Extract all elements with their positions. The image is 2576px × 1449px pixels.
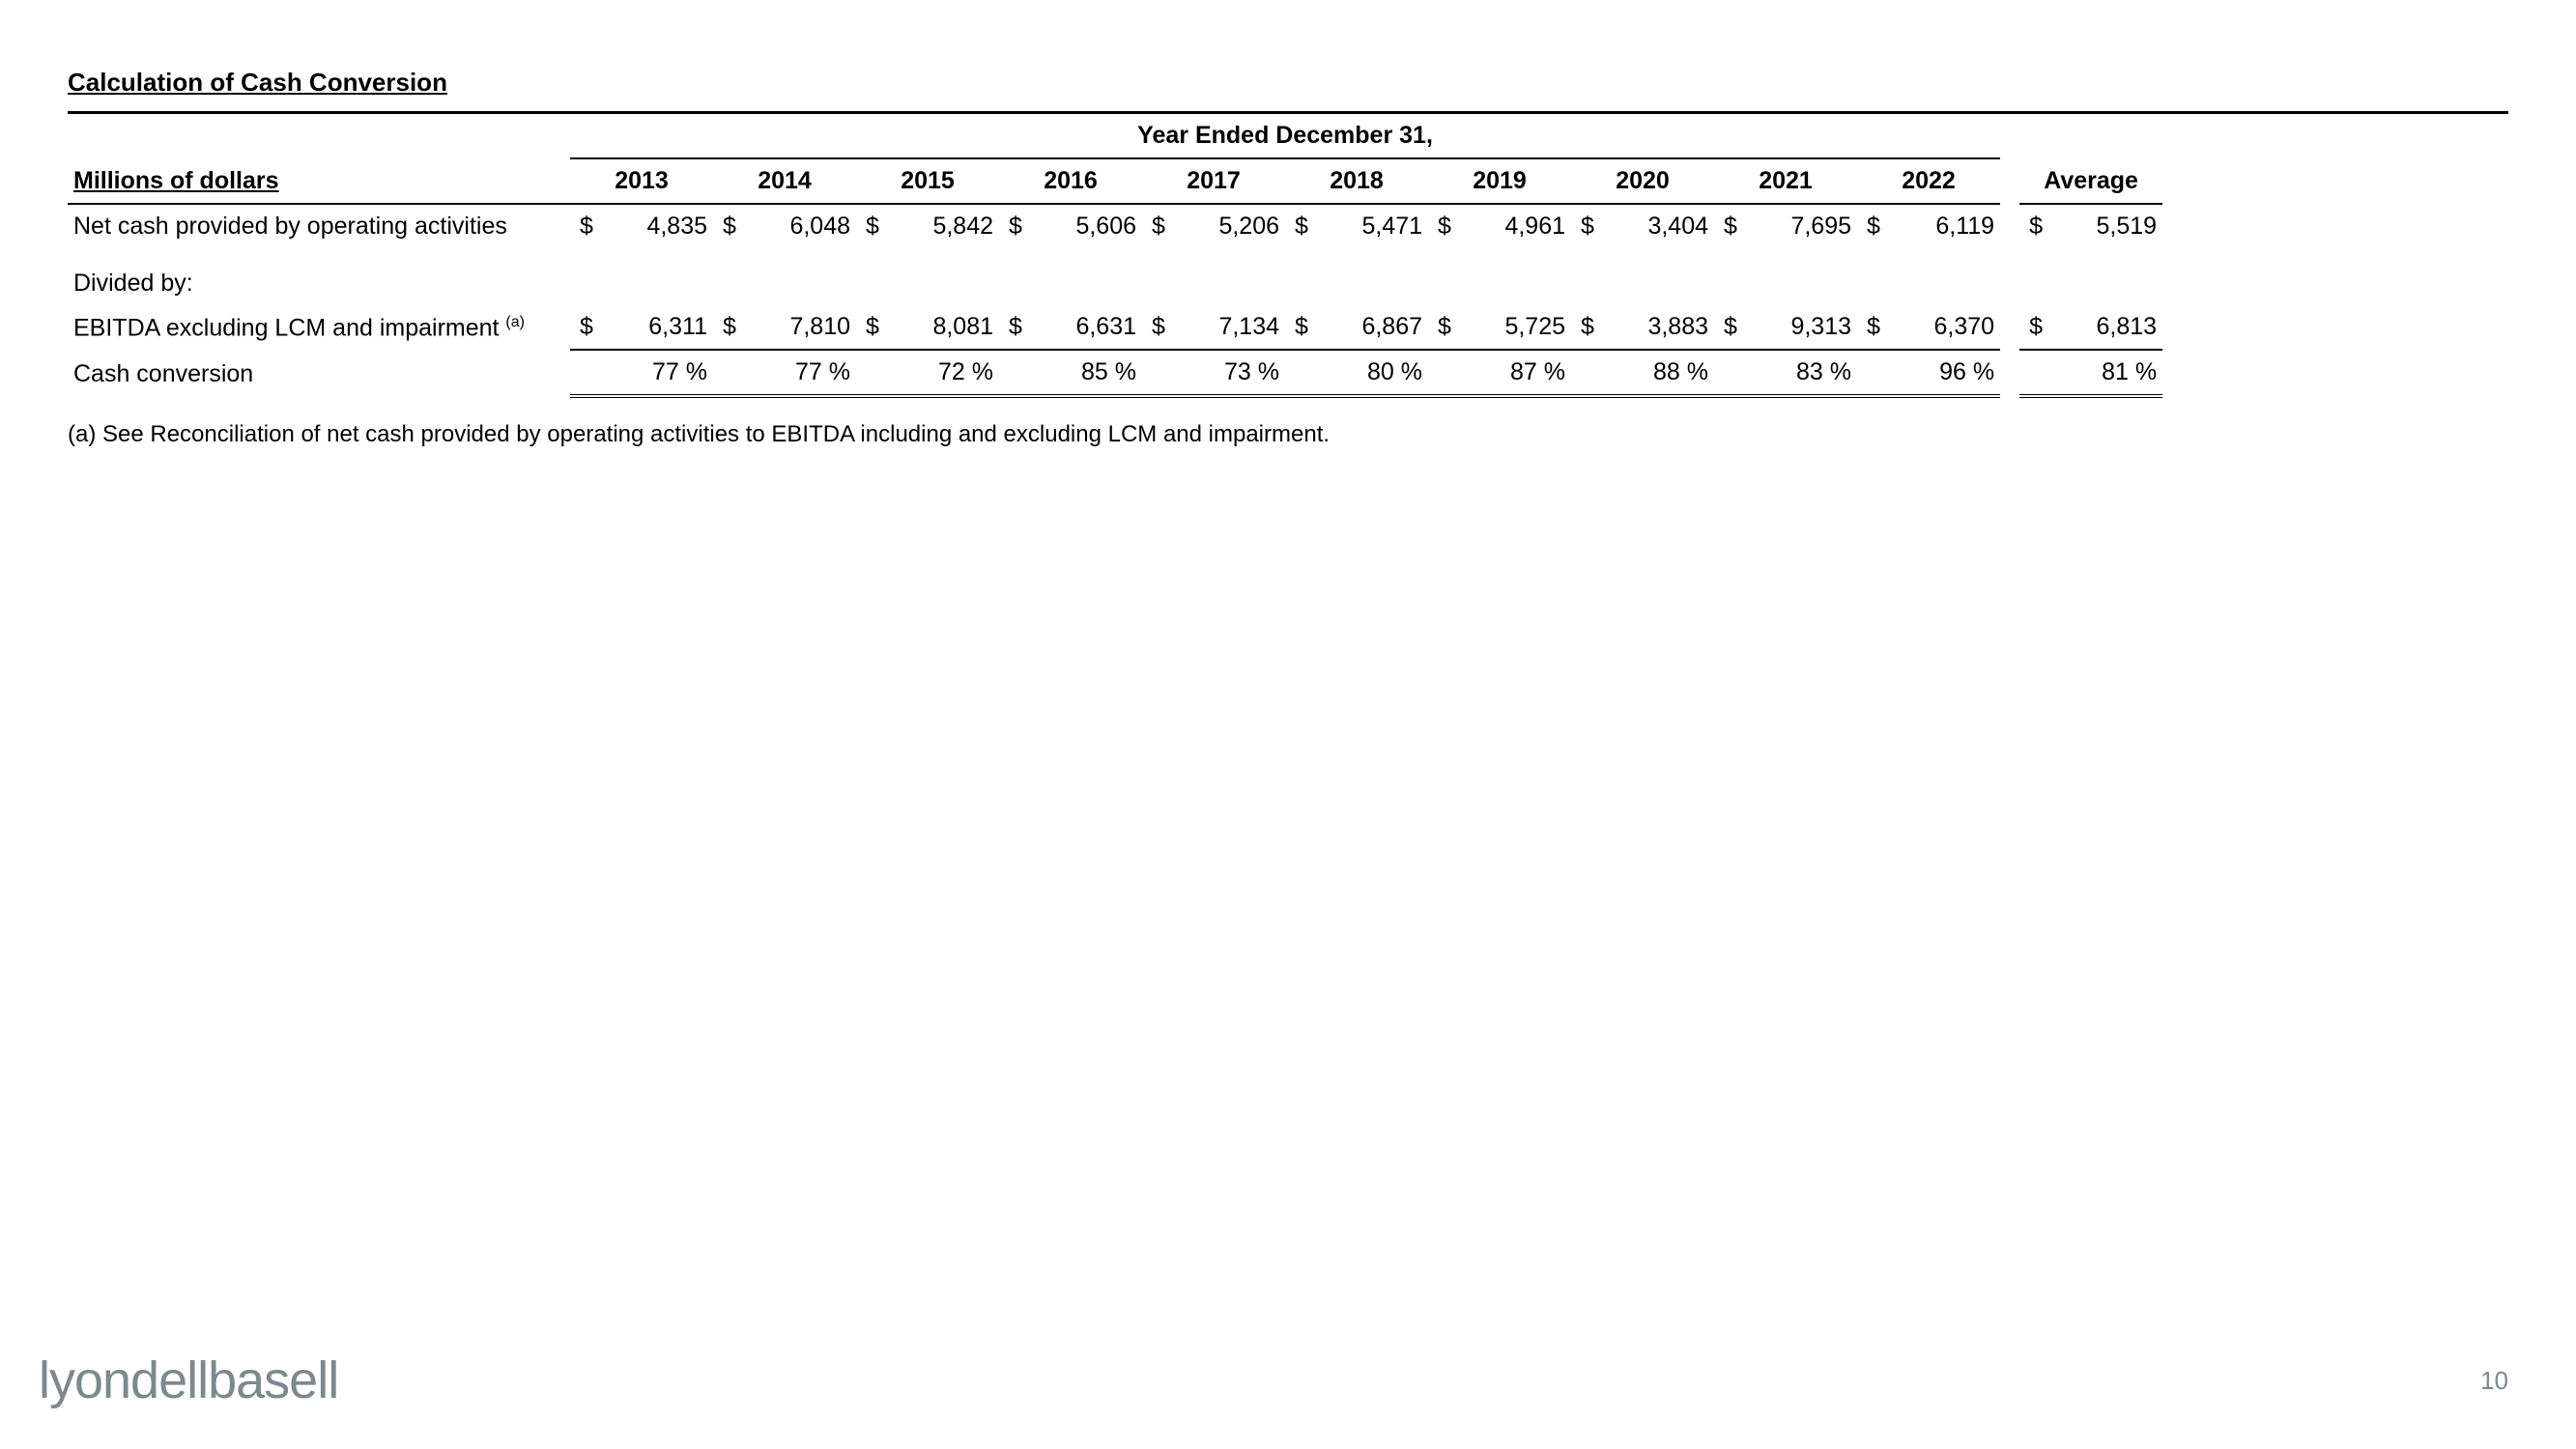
blank-cell [2019,114,2162,158]
gap-cell [2000,350,2019,396]
cell: 83 % [1714,350,1857,396]
cash-conversion-row: Cash conversion 77 % 77 % 72 % 85 % 73 %… [68,350,2162,396]
cash-conversion-table: Year Ended December 31, Millions of doll… [68,114,2162,398]
year-header: 2017 [1142,158,1285,204]
year-header: 2019 [1428,158,1571,204]
gap-cell [2000,158,2019,204]
year-header: 2013 [570,158,713,204]
year-header: 2015 [856,158,999,204]
company-logo: lyondellbasell [39,1350,338,1410]
cell: $9,313 [1714,305,1857,350]
cell: 81 % [2019,350,2162,396]
cell: $5,606 [999,204,1142,248]
cell: 88 % [1571,350,1714,396]
row-label: Divided by: [68,248,570,305]
cell: $7,810 [713,305,856,350]
cell: $6,048 [713,204,856,248]
row-label: Net cash provided by operating activitie… [68,204,570,248]
footnote-a: (a) See Reconciliation of net cash provi… [68,421,2508,448]
cell: $3,404 [1571,204,1714,248]
cell: 77 % [570,350,713,396]
gap-cell [2000,204,2019,248]
cell: $5,519 [2019,204,2162,248]
cell: $4,961 [1428,204,1571,248]
year-header: 2020 [1571,158,1714,204]
cell: 77 % [713,350,856,396]
slide-page: Calculation of Cash Conversion Year Ende… [0,0,2576,1449]
blank-cell [68,114,570,158]
cell: $8,081 [856,305,999,350]
cell: $7,695 [1714,204,1857,248]
cell: $3,883 [1571,305,1714,350]
year-header: 2016 [999,158,1142,204]
cell: 87 % [1428,350,1571,396]
gap-cell [2000,114,2019,158]
period-header: Year Ended December 31, [570,114,2000,158]
title-rule: Calculation of Cash Conversion [68,68,2508,114]
ebitda-row: EBITDA excluding LCM and impairment (a) … [68,305,2162,350]
year-header: 2022 [1857,158,2000,204]
row-label: EBITDA excluding LCM and impairment (a) [68,305,570,350]
period-header-row: Year Ended December 31, [68,114,2162,158]
cell: $7,134 [1142,305,1285,350]
cell: $6,813 [2019,305,2162,350]
cell: $6,370 [1857,305,2000,350]
cell: $6,867 [1285,305,1428,350]
year-header: 2021 [1714,158,1857,204]
cell: $5,842 [856,204,999,248]
cell: $6,311 [570,305,713,350]
cell: $5,725 [1428,305,1571,350]
page-title: Calculation of Cash Conversion [68,68,2508,98]
cell: 85 % [999,350,1142,396]
row-label-header: Millions of dollars [68,158,570,204]
net-cash-row: Net cash provided by operating activitie… [68,204,2162,248]
cell: $6,119 [1857,204,2000,248]
cell: $5,206 [1142,204,1285,248]
average-header: Average [2019,158,2162,204]
cell: 96 % [1857,350,2000,396]
column-headers-row: Millions of dollars 2013 2014 2015 2016 … [68,158,2162,204]
year-header: 2018 [1285,158,1428,204]
divided-by-row: Divided by: [68,248,2162,305]
cell: $5,471 [1285,204,1428,248]
page-number: 10 [2480,1366,2508,1396]
blank-cell [570,248,2162,305]
cell: 73 % [1142,350,1285,396]
cell: $6,631 [999,305,1142,350]
cell: 80 % [1285,350,1428,396]
cell: $4,835 [570,204,713,248]
row-label: Cash conversion [68,350,570,396]
gap-cell [2000,305,2019,350]
cell: 72 % [856,350,999,396]
year-header: 2014 [713,158,856,204]
